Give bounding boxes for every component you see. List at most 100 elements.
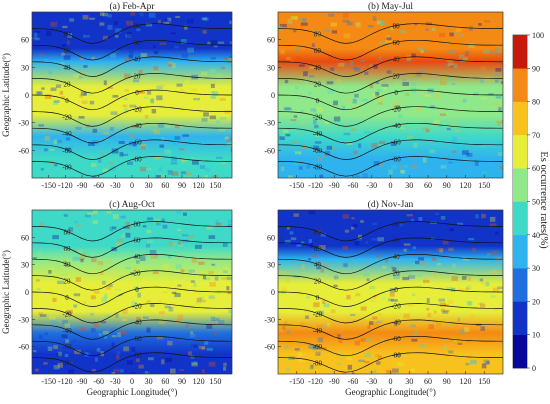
heatmap-cell — [468, 139, 472, 143]
heatmap-cell — [208, 69, 216, 73]
heatmap-cell — [229, 55, 232, 59]
heatmap-cell — [181, 159, 185, 164]
heatmap-cell — [481, 363, 487, 369]
heatmap-cell — [353, 153, 360, 159]
heatmap-cell — [323, 303, 330, 308]
heatmap-cell — [63, 249, 70, 253]
heatmap-cell — [432, 362, 436, 367]
heatmap-cell — [125, 232, 131, 238]
heatmap-cell — [103, 335, 108, 339]
heatmap-cell — [181, 158, 189, 162]
heatmap-cell — [316, 32, 321, 37]
heatmap-cell — [50, 320, 57, 325]
heatmap-cell — [64, 323, 71, 328]
heatmap-cell — [439, 80, 447, 86]
heatmap-cell — [411, 82, 417, 87]
heatmap-cell — [451, 276, 458, 281]
heatmap-cell — [80, 252, 87, 258]
heatmap-cell — [168, 241, 174, 246]
heatmap-cell — [80, 327, 86, 332]
heatmap-cell — [174, 124, 180, 129]
heatmap-cell — [386, 369, 393, 374]
y-tick-label: 0 — [25, 288, 29, 297]
heatmap-cell — [354, 240, 360, 246]
heatmap-cell — [158, 167, 163, 172]
heatmap-cell — [102, 330, 110, 335]
panel-title: (d) Nov-Jan — [368, 199, 414, 210]
contour-line — [278, 352, 503, 373]
heatmap-cell — [492, 102, 499, 106]
contour-line — [278, 335, 503, 357]
heatmap-cell — [308, 366, 313, 370]
heatmap-cell — [44, 94, 52, 100]
heatmap-cell — [206, 324, 213, 329]
heatmap-cell — [125, 71, 131, 76]
heatmap-cell — [434, 93, 440, 99]
heatmap-cell — [353, 274, 358, 277]
heatmap-cell — [298, 358, 306, 363]
heatmap-cell — [284, 345, 289, 350]
heatmap-cell — [376, 254, 382, 258]
heatmap-cell — [100, 152, 105, 156]
heatmap-cell — [193, 344, 198, 348]
heatmap-cell — [354, 340, 361, 346]
heatmap-cell — [190, 355, 195, 359]
heatmap-cell — [177, 244, 184, 248]
heatmap-cell — [213, 317, 220, 322]
heatmap-cell — [458, 288, 465, 292]
y-tick-label: -60 — [264, 146, 275, 155]
heatmap-cell — [94, 176, 101, 178]
heatmap-cell — [168, 307, 174, 312]
heatmap-cell — [90, 295, 96, 300]
heatmap-cell — [442, 310, 449, 314]
colorbar-tick-label: 80 — [532, 98, 540, 107]
colorbar-tick-label: 60 — [532, 164, 540, 173]
heatmap-cell — [143, 316, 149, 319]
heatmap-cell — [167, 17, 172, 22]
colorbar-ticks: 0 10 20 30 40 50 60 70 80 90 100 — [527, 31, 544, 373]
heatmap-cell — [444, 309, 450, 313]
heatmap-cell — [160, 163, 165, 168]
heatmap-cell — [285, 57, 291, 60]
heatmap-cell — [465, 362, 470, 366]
heatmap-cell — [189, 333, 196, 338]
heatmap-cell — [137, 90, 143, 94]
x-tick-label: 30 — [145, 377, 153, 386]
heatmap-cell — [381, 83, 389, 87]
heatmap-cell — [395, 81, 400, 87]
heatmap-cell — [131, 346, 136, 352]
heatmap-cell — [376, 20, 382, 25]
heatmap-cell — [312, 346, 317, 351]
heatmap-cell — [379, 296, 385, 300]
heatmap-cell — [390, 141, 397, 147]
heatmap-cell — [350, 226, 355, 230]
heatmap-cell — [50, 21, 58, 27]
heatmap-cell — [345, 336, 350, 341]
heatmap-cell — [153, 156, 159, 160]
heatmap-cell — [94, 357, 99, 362]
heatmap-cell — [315, 351, 321, 356]
heatmap-cell — [128, 50, 134, 55]
heatmap-cell — [331, 146, 335, 151]
heatmap-cell — [210, 40, 217, 45]
contour-label: 40 — [314, 64, 322, 72]
heatmap-cell — [286, 226, 290, 230]
heatmap-cell — [163, 21, 170, 24]
x-tick-label: 30 — [145, 181, 153, 190]
x-axis-label: Geographic Longitude(°) — [87, 387, 178, 397]
heatmap-cell — [162, 291, 169, 294]
heatmap-cell — [461, 275, 467, 280]
heatmap-cell — [99, 22, 105, 26]
heatmap-cell — [402, 276, 410, 281]
heatmap-cell — [119, 330, 127, 335]
heatmap-cell — [140, 256, 146, 261]
heatmap-cell — [346, 357, 352, 360]
heatmap-cell — [114, 288, 122, 291]
y-tick-label: 30 — [21, 261, 29, 270]
heatmap-cell — [41, 87, 45, 90]
heatmap-cell — [84, 214, 92, 218]
heatmap-cell — [107, 24, 113, 30]
x-tick-label: 30 — [405, 377, 413, 386]
x-tick-label: -30 — [110, 181, 121, 190]
x-tick-label: -120 — [58, 181, 73, 190]
